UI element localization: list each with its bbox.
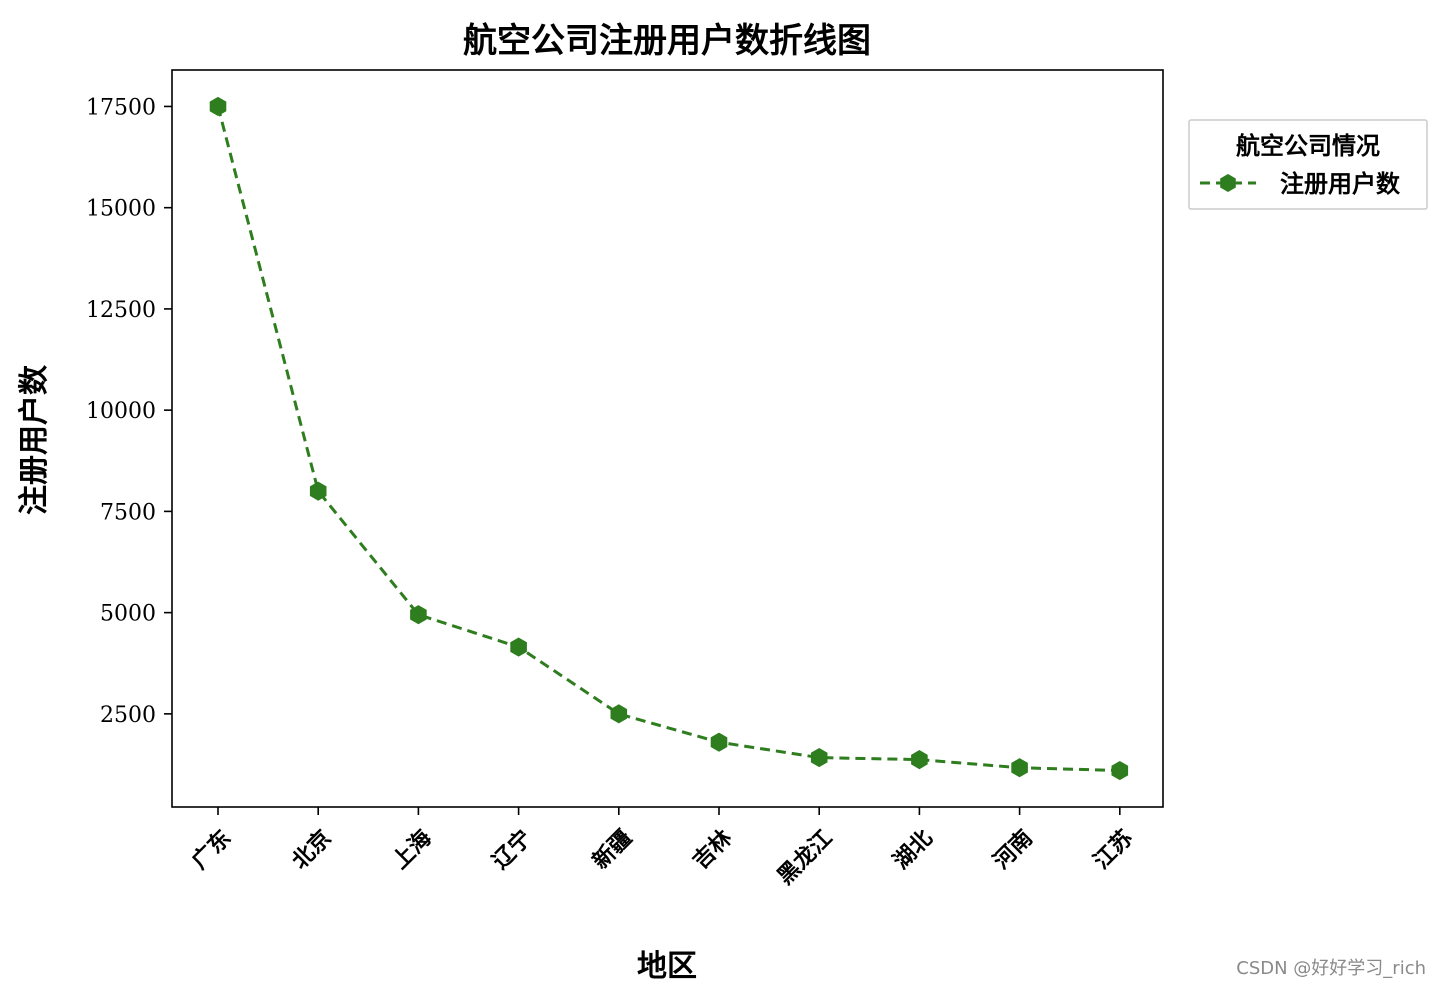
data-point (710, 732, 728, 752)
legend-box (1188, 119, 1428, 210)
y-tick-label: 10000 (86, 399, 156, 424)
y-tick-label: 5000 (100, 602, 156, 627)
y-axis: 2500 5000 7500 10000 12500 15000 17500 (86, 95, 172, 728)
x-tick-label: 黑龙江 (772, 825, 837, 890)
x-tick-label: 新疆 (588, 825, 638, 875)
x-axis: 广东 北京 上海 辽宁 新疆 吉林 黑龙江 湖北 河南 江苏 (187, 807, 1138, 890)
data-point (410, 605, 427, 625)
chart-title: 航空公司注册用户数折线图 (463, 21, 871, 61)
x-axis-label: 地区 (637, 949, 697, 984)
y-tick-label: 15000 (86, 197, 156, 222)
x-tick-label: 江苏 (1089, 825, 1139, 875)
plot-area (171, 69, 1164, 808)
legend-entry-label: 注册用户数 (1280, 169, 1401, 198)
x-tick-label: 吉林 (688, 825, 738, 875)
watermark: CSDN @好好学习_rich (1236, 958, 1426, 979)
data-point (1111, 760, 1129, 781)
legend-title: 航空公司情况 (1236, 131, 1380, 160)
y-tick-label: 7500 (100, 500, 156, 525)
data-point (209, 96, 227, 117)
x-tick-label: 河南 (988, 825, 1038, 875)
x-tick-label: 广东 (187, 825, 237, 875)
x-tick-label: 辽宁 (487, 825, 537, 875)
data-point (911, 750, 928, 770)
data-point (610, 704, 628, 724)
x-tick-label: 湖北 (888, 825, 938, 875)
y-tick-label: 17500 (86, 95, 156, 120)
y-tick-label: 2500 (100, 703, 156, 728)
y-tick-label: 12500 (86, 298, 156, 323)
series-layer (209, 96, 1129, 781)
series-line (216, 106, 1120, 773)
data-point (510, 637, 527, 657)
data-point (309, 481, 327, 501)
legend: 航空公司情况 注册用户数 (1188, 119, 1428, 210)
legend-marker (1220, 174, 1236, 192)
data-point (810, 748, 828, 768)
y-axis-label: 注册用户数 (17, 364, 52, 515)
data-point (1011, 758, 1028, 778)
x-tick-label: 北京 (287, 825, 337, 875)
x-tick-label: 上海 (387, 825, 437, 875)
